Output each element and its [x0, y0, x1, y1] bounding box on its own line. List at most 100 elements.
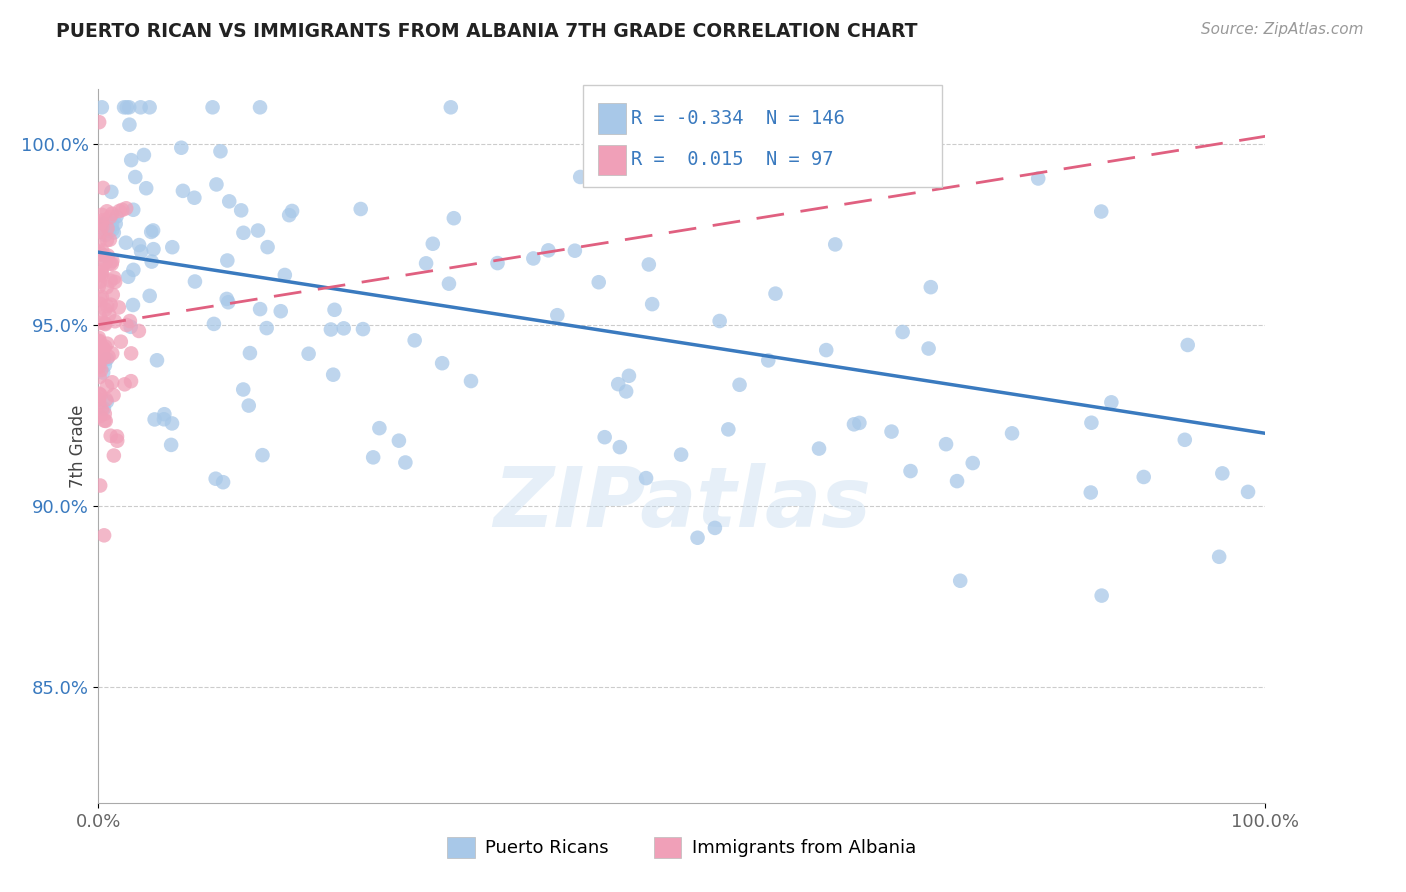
Point	[703, 521, 725, 535]
Text: PUERTO RICAN VS IMMIGRANTS FROM ALBANIA 7TH GRADE CORRELATION CHART: PUERTO RICAN VS IMMIGRANTS FROM ALBANIA …	[56, 22, 918, 41]
Point	[274, 268, 297, 282]
Point	[89, 347, 111, 361]
Point	[486, 256, 509, 270]
Point	[686, 531, 709, 545]
Point	[218, 194, 240, 209]
Point	[93, 528, 115, 542]
Point	[1208, 549, 1230, 564]
Point	[89, 387, 111, 401]
Point	[204, 472, 226, 486]
Point	[89, 115, 111, 129]
Point	[103, 226, 125, 240]
Point	[141, 254, 163, 268]
Point	[87, 279, 110, 293]
Point	[101, 223, 124, 237]
Point	[162, 240, 184, 254]
Point	[688, 161, 710, 176]
Point	[105, 429, 128, 443]
Point	[246, 223, 269, 237]
Point	[96, 280, 118, 294]
Point	[728, 377, 751, 392]
Point	[614, 384, 637, 399]
Point	[1132, 470, 1154, 484]
Point	[217, 253, 239, 268]
Point	[93, 401, 115, 416]
Point	[297, 347, 319, 361]
Point	[319, 322, 342, 336]
Point	[112, 100, 135, 114]
Point	[249, 100, 271, 114]
Point	[128, 324, 150, 338]
Point	[98, 308, 121, 322]
Point	[153, 407, 176, 421]
Point	[89, 297, 111, 311]
Point	[105, 434, 128, 448]
Point	[91, 343, 114, 357]
Point	[239, 346, 262, 360]
Point	[91, 349, 114, 363]
Point	[89, 311, 111, 326]
Point	[98, 256, 121, 270]
Point	[96, 394, 118, 409]
Point	[90, 247, 112, 261]
Point	[920, 280, 942, 294]
Point	[89, 245, 111, 260]
Point	[101, 346, 124, 360]
Point	[96, 299, 118, 313]
Point	[98, 224, 121, 238]
Point	[118, 100, 141, 114]
Point	[641, 297, 664, 311]
Point	[935, 437, 957, 451]
Point	[117, 269, 139, 284]
Point	[96, 379, 118, 393]
Point	[91, 244, 114, 258]
Point	[94, 316, 117, 330]
Point	[202, 317, 225, 331]
Point	[170, 141, 193, 155]
Point	[90, 268, 112, 282]
Point	[1237, 484, 1260, 499]
Point	[89, 275, 111, 289]
Point	[183, 191, 205, 205]
Point	[96, 233, 118, 247]
Point	[217, 295, 239, 310]
Point	[135, 181, 157, 195]
Text: R =  0.015  N = 97: R = 0.015 N = 97	[631, 150, 834, 169]
Point	[546, 308, 568, 322]
Point	[103, 270, 125, 285]
Point	[94, 255, 117, 269]
Point	[588, 275, 610, 289]
Point	[607, 377, 630, 392]
Text: ZIPatlas: ZIPatlas	[494, 463, 870, 543]
Point	[94, 359, 117, 373]
Point	[209, 145, 232, 159]
Point	[89, 349, 111, 363]
Point	[460, 374, 482, 388]
Point	[142, 223, 165, 237]
Point	[1026, 171, 1049, 186]
Point	[352, 322, 374, 336]
Point	[87, 386, 110, 401]
Point	[252, 448, 274, 462]
Point	[115, 100, 138, 114]
Point	[96, 221, 118, 235]
Point	[94, 407, 117, 421]
Point	[111, 202, 134, 217]
Point	[437, 277, 460, 291]
Point	[404, 334, 426, 348]
Point	[90, 363, 112, 377]
Point	[115, 318, 138, 332]
Point	[89, 370, 111, 384]
Point	[93, 414, 115, 428]
Point	[98, 233, 121, 247]
Point	[97, 249, 120, 263]
Point	[323, 302, 346, 317]
Point	[91, 213, 114, 227]
Point	[100, 428, 122, 442]
Point	[91, 217, 114, 231]
Point	[440, 100, 463, 114]
Point	[537, 244, 560, 258]
Point	[120, 374, 142, 388]
Point	[184, 275, 207, 289]
Point	[90, 225, 112, 239]
